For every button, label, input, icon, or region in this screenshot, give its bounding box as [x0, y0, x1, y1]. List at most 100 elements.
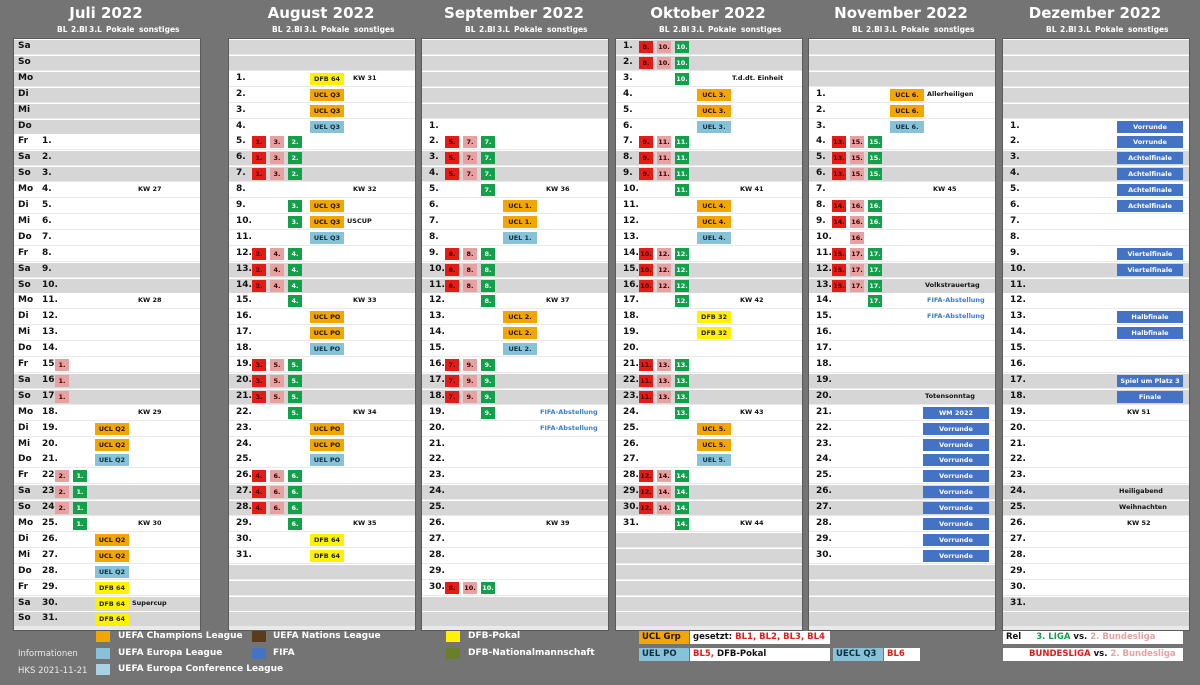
day-row[interactable]: 19. DFB 32	[616, 325, 802, 341]
day-row[interactable]: Fr 1.	[14, 134, 200, 150]
day-row[interactable]: 6. 1. 3. 2.	[229, 150, 415, 166]
day-row[interactable]: 15.	[1003, 341, 1189, 357]
day-row[interactable]: 24.	[422, 484, 608, 500]
day-row[interactable]: 3. 5. 7. 7.	[422, 150, 608, 166]
day-row[interactable]: 19.	[809, 372, 995, 388]
day-row[interactable]: 14. 10. 12. 12.	[616, 245, 802, 261]
day-row[interactable]: 14. 17. FIFA-Abstellung	[809, 293, 995, 309]
day-row[interactable]: 13. UEL 4.	[616, 229, 802, 245]
day-row[interactable]: 5. UCL 3.	[616, 102, 802, 118]
day-row[interactable]: 4. 5. 7. 7.	[422, 166, 608, 182]
day-row[interactable]: 29. 12. 14. 14.	[616, 484, 802, 500]
day-row[interactable]: 11. UCL 4.	[616, 198, 802, 213]
day-row[interactable]: 27. UEL 5.	[616, 452, 802, 468]
day-row[interactable]: 13. 2. 4. 4.	[229, 261, 415, 277]
day-row[interactable]: 6. 13. 15. 15.	[809, 166, 995, 182]
day-row[interactable]: Fr 8.	[14, 245, 200, 261]
day-row[interactable]: 9. 14. 16. 16.	[809, 213, 995, 229]
day-row[interactable]: Sa 16. 1.	[14, 372, 200, 388]
day-row[interactable]: 17.	[809, 341, 995, 357]
day-row[interactable]: 30. 8. 10. 10.	[422, 579, 608, 595]
day-row[interactable]: 2. 8. 10. 10.	[616, 54, 802, 70]
day-row[interactable]: 10. 11. KW 41	[616, 182, 802, 198]
day-row[interactable]: 30. DFB 64	[229, 531, 415, 547]
day-row[interactable]: 9. 9. 11. 11.	[616, 166, 802, 182]
day-row[interactable]: 8. UEL 1.	[422, 229, 608, 245]
day-row[interactable]: 28.	[1003, 547, 1189, 563]
day-row[interactable]: 18. UEL PO	[229, 341, 415, 357]
day-row[interactable]: Mo 11. KW 28	[14, 293, 200, 309]
day-row[interactable]: Di 12.	[14, 309, 200, 325]
day-row[interactable]: 4. UCL 3.	[616, 86, 802, 102]
day-row[interactable]: 15. 10. 12. 12.	[616, 261, 802, 277]
day-row[interactable]: Mi 13.	[14, 325, 200, 341]
day-row[interactable]: Fr 22. 2. 1.	[14, 468, 200, 484]
day-row[interactable]: 8. KW 32	[229, 182, 415, 198]
day-row[interactable]: 8. 14. 16. 16.	[809, 198, 995, 213]
day-row[interactable]: 10. 6. 8. 8.	[422, 261, 608, 277]
day-row[interactable]: 26. UCL 5.	[616, 436, 802, 452]
day-row[interactable]: 17. Spiel um Platz 3	[1003, 372, 1189, 388]
day-row[interactable]: 2. UCL 6.	[809, 102, 995, 118]
day-row[interactable]: 24. Heiligabend	[1003, 484, 1189, 500]
day-row[interactable]: 26. KW 52	[1003, 516, 1189, 531]
day-row[interactable]: 17. 7. 9. 9.	[422, 372, 608, 388]
day-row[interactable]: 16.	[1003, 357, 1189, 372]
day-row[interactable]: 22.	[422, 452, 608, 468]
day-row[interactable]: 16. 10. 12. 12.	[616, 277, 802, 293]
day-row[interactable]: Di 5.	[14, 198, 200, 213]
day-row[interactable]: 21.	[422, 436, 608, 452]
day-row[interactable]: 26. 4. 6. 6.	[229, 468, 415, 484]
day-row[interactable]: 2. 5. 7. 7.	[422, 134, 608, 150]
day-row[interactable]: 1. DFB 64 KW 31	[229, 70, 415, 86]
day-row[interactable]: 23. UCL PO	[229, 420, 415, 436]
day-row[interactable]: 28. 4. 6. 6.	[229, 500, 415, 516]
day-row[interactable]: 7. UCL 1.	[422, 213, 608, 229]
day-row[interactable]: 9. 6. 8. 8.	[422, 245, 608, 261]
day-row[interactable]: 24. UCL PO	[229, 436, 415, 452]
day-row[interactable]: 24. Vorrunde	[809, 452, 995, 468]
day-row[interactable]: 12. 2. 4. 4.	[229, 245, 415, 261]
day-row[interactable]: 23. 11. 13. 13.	[616, 388, 802, 404]
day-row[interactable]: 11.	[1003, 277, 1189, 293]
day-row[interactable]: 8. 9. 11. 11.	[616, 150, 802, 166]
day-row[interactable]: 21. 3. 5. 5.	[229, 388, 415, 404]
day-row[interactable]: Di 26. UCL Q2	[14, 531, 200, 547]
day-row[interactable]: 1.	[422, 118, 608, 134]
day-row[interactable]: 14. 2. 4. 4.	[229, 277, 415, 293]
day-row[interactable]: 1. Vorrunde	[1003, 118, 1189, 134]
day-row[interactable]: 3. UCL Q3	[229, 102, 415, 118]
day-row[interactable]: 26. KW 39	[422, 516, 608, 531]
day-row[interactable]: 10. Viertelfinale	[1003, 261, 1189, 277]
day-row[interactable]: 21. 11. 13. 13.	[616, 357, 802, 372]
day-row[interactable]: Do 28. UEL Q2	[14, 563, 200, 579]
day-row[interactable]: 27.	[422, 531, 608, 547]
day-row[interactable]: 10. 3. UCL Q3 USCUP	[229, 213, 415, 229]
day-row[interactable]: 5. 7. KW 36	[422, 182, 608, 198]
day-row[interactable]: 19. KW 51	[1003, 404, 1189, 420]
day-row[interactable]: 1. 8. 10. 10.	[616, 39, 802, 54]
day-row[interactable]: 20. 3. 5. 5.	[229, 372, 415, 388]
day-row[interactable]: Mi 27. UCL Q2	[14, 547, 200, 563]
day-row[interactable]: Di 19. UCL Q2	[14, 420, 200, 436]
day-row[interactable]: 23.	[1003, 468, 1189, 484]
day-row[interactable]: 27. 4. 6. 6.	[229, 484, 415, 500]
day-row[interactable]: 12. UCL 4.	[616, 213, 802, 229]
day-row[interactable]: 21. WM 2022	[809, 404, 995, 420]
day-row[interactable]: 20. FIFA-Abstellung	[422, 420, 608, 436]
day-row[interactable]: 29.	[422, 563, 608, 579]
day-row[interactable]: 27.	[1003, 531, 1189, 547]
day-row[interactable]: 2. UCL Q3	[229, 86, 415, 102]
day-row[interactable]: 10. 16.	[809, 229, 995, 245]
day-row[interactable]: 19. 9. FIFA-Abstellung	[422, 404, 608, 420]
day-row[interactable]: 9. Viertelfinale	[1003, 245, 1189, 261]
day-row[interactable]: 2. Vorrunde	[1003, 134, 1189, 150]
day-row[interactable]: 7. KW 45	[809, 182, 995, 198]
day-row[interactable]: 3. Achtelfinale	[1003, 150, 1189, 166]
day-row[interactable]: 21.	[1003, 436, 1189, 452]
day-row[interactable]: Mo 25. 1. KW 30	[14, 516, 200, 531]
day-row[interactable]: 22. Vorrunde	[809, 420, 995, 436]
day-row[interactable]: 4. Achtelfinale	[1003, 166, 1189, 182]
day-row[interactable]: 31. DFB 64	[229, 547, 415, 563]
day-row[interactable]: 18.	[809, 357, 995, 372]
